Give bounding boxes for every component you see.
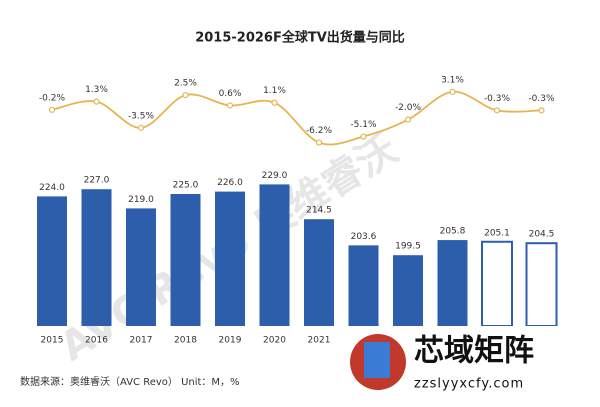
bar-label: 227.0 (84, 176, 110, 186)
growth-label: -2.0% (395, 103, 422, 113)
bar-label: 204.5 (529, 230, 555, 240)
bar-label: 199.5 (395, 242, 421, 252)
bar (37, 196, 67, 326)
growth-label: 2.5% (174, 79, 197, 89)
x-tick-label: 2016 (85, 336, 108, 346)
growth-point (449, 88, 456, 95)
bar-label: 229.0 (262, 171, 288, 181)
bar (481, 240, 513, 327)
growth-label: 3.1% (441, 75, 464, 85)
growth-label: -0.2% (39, 93, 66, 103)
growth-point (271, 99, 278, 106)
bar (215, 191, 245, 326)
growth-point (538, 107, 545, 114)
growth-label: -0.3% (484, 94, 511, 104)
bar-label: 226.0 (217, 178, 243, 188)
x-tick-label: 2021 (308, 336, 331, 346)
growth-point (182, 91, 189, 99)
bar-label: 224.0 (39, 183, 65, 193)
bar (170, 194, 201, 326)
growth-label: 1.1% (263, 86, 286, 96)
bar-label: 205.1 (484, 228, 510, 238)
bar (393, 255, 423, 326)
bar (304, 219, 334, 326)
growth-label: -0.3% (528, 94, 555, 104)
growth-line (51, 90, 542, 146)
growth-point (226, 102, 234, 109)
bar (126, 208, 156, 326)
bar (259, 184, 290, 326)
bar-label: 203.6 (351, 232, 377, 242)
logo-building (364, 342, 390, 378)
growth-label: -3.5% (128, 111, 155, 121)
growth-point (315, 139, 323, 146)
x-tick-label: 2017 (130, 336, 153, 346)
growth-point (137, 124, 145, 131)
bar (348, 245, 379, 326)
bar-label: 225.0 (173, 181, 199, 191)
growth-label: 0.6% (219, 89, 242, 99)
logo: 芯域矩阵 zzslyyxcfy.com (340, 326, 585, 396)
logo-name: 芯域矩阵 (414, 334, 534, 369)
growth-label: -6.2% (306, 126, 333, 136)
growth-point (360, 133, 367, 140)
growth-point (404, 116, 412, 123)
growth-label: -5.1% (350, 120, 377, 130)
x-tick-label: 2018 (174, 336, 197, 346)
bar-label: 214.5 (306, 206, 332, 216)
bar (81, 189, 112, 326)
bar-label: 205.8 (440, 227, 466, 237)
chart-title: 2015-2026F全球TV出货量与同比 (195, 30, 405, 46)
logo-url: zzslyyxcfy.com (414, 377, 524, 392)
x-tick-label: 2015 (41, 336, 64, 346)
growth-point (493, 107, 501, 114)
growth-label: 1.3% (85, 85, 108, 95)
bar (437, 240, 468, 326)
bar-label: 219.0 (128, 195, 154, 205)
growth-point (48, 106, 56, 113)
x-tick-label: 2020 (263, 336, 286, 346)
bar (525, 242, 558, 327)
growth-point (93, 98, 100, 105)
x-tick-label: 2019 (219, 336, 242, 346)
source: 数据来源：奥维睿沃（AVC Revo） Unit：M，% (20, 375, 240, 388)
